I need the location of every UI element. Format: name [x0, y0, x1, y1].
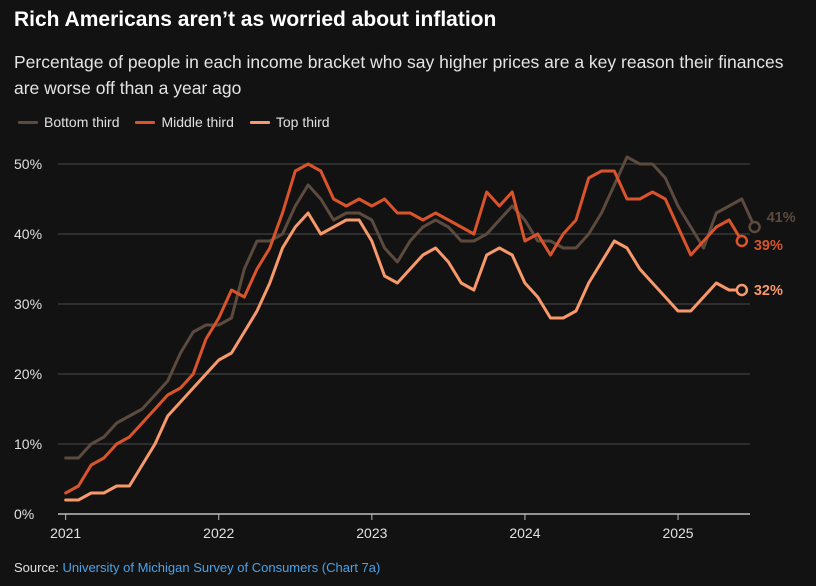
- y-tick-label: 20%: [14, 366, 42, 382]
- legend-item-bottom-third: Bottom third: [18, 114, 119, 130]
- legend-label-middle-third: Middle third: [161, 114, 234, 130]
- series-end-label-1: 41%: [767, 210, 796, 226]
- source-link[interactable]: University of Michigan Survey of Consume…: [62, 560, 381, 575]
- legend-label-bottom-third: Bottom third: [44, 114, 120, 130]
- legend-item-middle-third: Middle third: [135, 114, 234, 130]
- y-tick-label: 10%: [14, 436, 42, 452]
- series-line-1: [64, 155, 757, 460]
- x-tick-label: 2024: [509, 525, 540, 541]
- y-tick-label: 30%: [14, 296, 42, 312]
- series-end-label-2: 39%: [754, 238, 783, 254]
- legend-swatch-top-third: [249, 120, 270, 124]
- x-tick-label: 2025: [662, 525, 693, 541]
- legend-label-top-third: Top third: [275, 114, 330, 130]
- legend: Bottom third Middle third Top third: [18, 114, 346, 130]
- series-end-marker-3: [735, 283, 749, 297]
- y-tick-label: 50%: [14, 156, 42, 172]
- x-tick-label: 2023: [356, 525, 387, 541]
- y-tick-label: 40%: [14, 226, 42, 242]
- y-tick-label: 0%: [14, 506, 34, 522]
- legend-item-top-third: Top third: [249, 114, 330, 130]
- series-line-2: [64, 162, 744, 495]
- series-end-label-3: 32%: [754, 283, 783, 299]
- source-line: Source: University of Michigan Survey of…: [14, 560, 380, 575]
- legend-swatch-bottom-third: [18, 120, 38, 124]
- chart-title: Rich Americans aren’t as worried about i…: [14, 8, 497, 31]
- x-tick-label: 2022: [203, 525, 234, 541]
- source-label: Source:: [14, 560, 59, 575]
- legend-swatch-middle-third: [135, 120, 156, 124]
- x-tick-label: 2021: [50, 525, 81, 541]
- series-end-marker-2: [735, 234, 749, 248]
- series-end-marker-1: [748, 220, 761, 234]
- chart-subtitle: Percentage of people in each income brac…: [14, 52, 784, 98]
- series-line-3: [64, 211, 744, 502]
